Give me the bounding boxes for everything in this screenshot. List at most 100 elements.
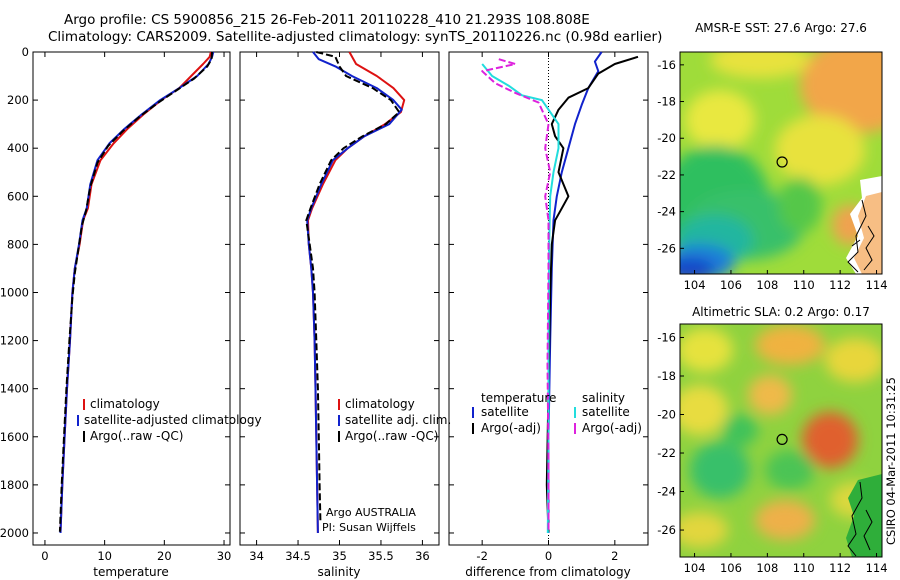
temperature-ticks: 0 10 20 30 0 200 400 600 800 1000 1200 1400 1600 1800… (0, 45, 231, 563)
difference-lines (481, 51, 639, 534)
difference-series-satellite-22dddd (481, 63, 560, 534)
temperature-xtick-label: 20 (157, 549, 172, 563)
sla-map-xtick-label: 106 (720, 561, 742, 575)
legend-label-temp-satellite: satellite (481, 405, 529, 419)
legend-label-argo: Argo(..raw -QC) (90, 429, 183, 443)
sla-map-xtick-label: 114 (866, 561, 888, 575)
sst-argo-location-marker (776, 156, 788, 168)
temperature-ytick-label: 600 (7, 189, 29, 203)
temperature-ytick-label: 800 (7, 237, 29, 251)
temperature-series-argo-raw-qc-000000 (58, 51, 214, 532)
temperature-xtick-label: 10 (97, 549, 112, 563)
salinity-ticks: 34 34.5 35 35.5 36 (240, 51, 439, 563)
sst-map-xtick-label: 104 (684, 278, 706, 292)
sla-field (680, 324, 882, 557)
salinity-series-argo-raw-qc-000000 (305, 51, 401, 522)
temperature-ytick-label: 400 (7, 141, 29, 155)
difference-series-argo-adj-000000 (545, 55, 639, 532)
salinity-lines (305, 51, 406, 534)
difference-xtick-label: 2 (611, 549, 618, 563)
temperature-series-satellite-adjusted-climatology-1122cc (59, 51, 215, 534)
sst-map-panel: AMSR-E SST: 27.6 Argo: 27.6 104 106 1 (657, 21, 887, 292)
figure-title-line1: Argo profile: CS 5900856_215 26-Feb-2011… (64, 12, 590, 28)
salinity-legend: climatology satellite adj. clim. Argo(..… (338, 397, 451, 443)
temperature-ytick-label: 1400 (0, 382, 29, 396)
sla-map-ytick-label: -22 (657, 446, 676, 460)
difference-xtick-label: 0 (545, 549, 552, 563)
salinity-xtick-label: 35.5 (368, 549, 394, 563)
legend-label-sal-satellite: satellite (582, 405, 630, 419)
sla-map-panel: Altimetric SLA: 0.2 Argo: 0.17 10 (657, 305, 887, 575)
temperature-legend: climatology satellite-adjusted climatolo… (77, 397, 262, 443)
sla-map-title: Altimetric SLA: 0.2 Argo: 0.17 (692, 305, 870, 319)
sst-map-ytick-label: -22 (657, 168, 676, 182)
sla-argo-location-marker (776, 433, 788, 445)
legend-label-climatology: climatology (90, 397, 160, 411)
salinity-panel: 34 34.5 35 35.5 36 salinity climatology sate… (239, 51, 451, 579)
legend-label-satellite-adjusted: satellite-adjusted climatology (84, 413, 262, 427)
temperature-ytick-label: 1800 (0, 478, 29, 492)
temperature-ytick-label: 200 (7, 93, 29, 107)
temperature-lines (58, 51, 215, 534)
legend-label-temp-argo: Argo(-adj) (481, 421, 541, 435)
sla-map-xtick-label: 110 (793, 561, 815, 575)
difference-xtick-label: -2 (476, 549, 487, 563)
difference-series-argo-adj-dd22dd (481, 58, 552, 532)
temperature-ytick-label: 1600 (0, 430, 29, 444)
sst-map-xtick-label: 112 (829, 278, 851, 292)
figure-title-line2: Climatology: CARS2009. Satellite-adjuste… (48, 29, 663, 45)
sst-map-ticks: 104 106 108 110 112 114 -16 -18 -20 -22 -24 -26 (657, 58, 887, 292)
difference-series-satellite-1122cc (547, 51, 603, 533)
sla-map-ytick-label: -18 (657, 369, 676, 383)
temperature-series-climatology-dd1111 (59, 51, 212, 534)
difference-ticks: -2 0 2 (449, 51, 648, 563)
sla-map-xtick-label: 112 (829, 561, 851, 575)
sla-map-frame (679, 323, 883, 558)
legend-label-argo: Argo(..raw -QC) (345, 429, 438, 443)
temperature-panel: 0 10 20 30 0 200 400 600 800 1000 1200 1400 1600 1800… (0, 45, 262, 579)
temperature-xtick-label: 30 (217, 549, 232, 563)
sst-map-ytick-label: -16 (657, 58, 676, 72)
legend-label-sal-argo: Argo(-adj) (582, 421, 642, 435)
float-owner-annotation: Argo AUSTRALIA (326, 506, 416, 519)
temperature-ytick-label: 2000 (0, 526, 29, 540)
salinity-series-satellite-adj-clim-1122cc (306, 51, 403, 534)
legend-label-climatology: climatology (345, 397, 415, 411)
temperature-axes-frame (32, 51, 231, 546)
sla-map-ytick-label: -24 (657, 485, 676, 499)
principal-investigator-annotation: PI: Susan Wijffels (322, 521, 416, 534)
sst-map-xtick-label: 108 (756, 278, 778, 292)
temperature-xlabel: temperature (93, 565, 168, 579)
salinity-axes-frame (239, 51, 440, 546)
legend-heading-temperature: temperature (481, 391, 556, 405)
salinity-xtick-label: 35 (332, 549, 347, 563)
salinity-xlabel: salinity (317, 565, 360, 579)
sst-map-ytick-label: -18 (657, 95, 676, 109)
sst-map-ytick-label: -26 (657, 241, 676, 255)
sla-map-ytick-label: -16 (657, 330, 676, 344)
temperature-ytick-label: 0 (22, 45, 29, 59)
sst-map-ytick-label: -24 (657, 205, 676, 219)
sla-map-ticks: 104 106 108 110 112 114 -16 -18 -20 -22 -24 -26 (657, 330, 887, 575)
sst-map-xtick-label: 110 (793, 278, 815, 292)
salinity-xtick-label: 34 (249, 549, 264, 563)
difference-legend: temperature salinity satellite Argo(-adj… (472, 391, 642, 435)
sst-field (680, 52, 882, 274)
salinity-xtick-label: 34.5 (285, 549, 311, 563)
difference-panel: -2 0 2 difference from climatology tempera… (448, 51, 649, 579)
sla-map-xtick-label: 104 (684, 561, 706, 575)
sla-map-ytick-label: -26 (657, 523, 676, 537)
sla-map-xtick-label: 108 (756, 561, 778, 575)
temperature-ytick-label: 1000 (0, 285, 29, 299)
legend-heading-salinity: salinity (582, 391, 625, 405)
sst-map-frame (679, 51, 883, 275)
sst-map-ytick-label: -20 (657, 131, 676, 145)
salinity-xtick-label: 36 (415, 549, 430, 563)
sst-map-xtick-label: 106 (720, 278, 742, 292)
temperature-xtick-label: 0 (41, 549, 48, 563)
sst-map-xtick-label: 114 (866, 278, 888, 292)
temperature-ytick-label: 1200 (0, 334, 29, 348)
sst-map-title: AMSR-E SST: 27.6 Argo: 27.6 (695, 21, 867, 35)
difference-xlabel: difference from climatology (465, 565, 631, 579)
